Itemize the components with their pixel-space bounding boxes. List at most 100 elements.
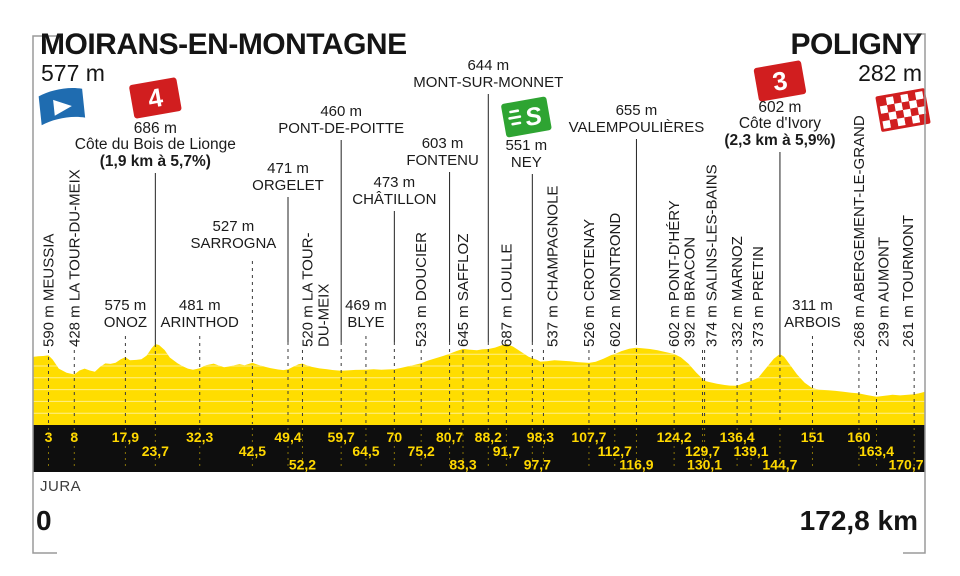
start-bracket: [32, 35, 57, 554]
waypoint-label: 537 m CHAMPAGNOLE: [544, 186, 561, 347]
waypoint-label: 392 m BRACON: [682, 237, 699, 347]
svg-text:S: S: [523, 101, 545, 132]
finish-bracket: [903, 33, 926, 554]
waypoint-loulle: 687 m LOULLE: [498, 244, 515, 468]
km-tick: 80,7: [436, 429, 463, 445]
climb-elevation: 686 m: [134, 120, 177, 137]
elevation-area: [33, 343, 925, 425]
waypoint-label: 373 m PRETIN: [750, 246, 767, 347]
waypoint-la-tour-du-meix: 520 m LA TOUR- DU-MEIX: [299, 233, 332, 468]
waypoint-label: 645 m SAFFLOZ: [455, 234, 472, 347]
km-tick: 170,7: [888, 457, 923, 473]
waypoint-elevation: 551 m: [505, 137, 547, 154]
km-tick: 91,7: [493, 443, 520, 459]
km-tick: 124,2: [657, 429, 692, 445]
waypoint-elevation: 575 m: [105, 297, 147, 314]
waypoint-aumont: 239 m AUMONT: [875, 237, 892, 468]
waypoint-name: BLYE: [347, 314, 384, 331]
km-tick: 163,4: [859, 443, 894, 459]
category-4-climb-icon: 4: [129, 77, 182, 119]
waypoint-pont-d-h-ry: 602 m PONT-D'HÉRY: [666, 200, 683, 468]
finish-town-title: POLIGNY: [790, 28, 922, 61]
waypoint-montrond: 602 m MONTROND: [607, 213, 624, 468]
waypoint-label: 590 m MEUSSIA: [40, 234, 57, 347]
km-ticks: 3 8 17,923,732,342,549,452,259,764,57075,2…: [45, 429, 924, 473]
km-tick: 17,9: [112, 429, 139, 445]
waypoint-label: 332 m MARNOZ: [729, 236, 746, 347]
km-tick: 151: [801, 429, 825, 445]
waypoint-label: 268 m ABERGEMENT-LE-GRAND: [851, 115, 868, 347]
category-3-climb-icon: 3: [753, 60, 807, 102]
climb-gradient: (1,9 km à 5,7%): [100, 153, 211, 170]
km-tick: 42,5: [239, 443, 266, 459]
waypoint-salins-les-bains: 374 m SALINS-LES-BAINS: [704, 164, 721, 468]
waypoint-name: FONTENU: [406, 152, 479, 169]
km-tick: 129,7: [685, 443, 720, 459]
km-tick: 32,3: [186, 429, 213, 445]
waypoint-elevation: 603 m: [422, 135, 464, 152]
waypoint-elevation: 481 m: [179, 297, 221, 314]
waypoint-pretin: 373 m PRETIN: [750, 246, 767, 468]
waypoint-name: ONOZ: [104, 314, 147, 331]
km-tick: 70: [387, 429, 403, 445]
waypoint-label: 428 m LA TOUR-DU-MEIX: [66, 169, 83, 347]
waypoint-crotenay: 526 m CROTENAY: [581, 219, 598, 468]
waypoint-tourmont: 261 m TOURMONT: [900, 215, 917, 468]
sprint-icon: S: [501, 96, 552, 138]
waypoint-name: PONT-DE-POITTE: [278, 120, 404, 137]
waypoint-meussia: 590 m MEUSSIA: [40, 234, 57, 468]
waypoint-elevation: 644 m: [467, 57, 509, 74]
waypoint-doucier: 523 m DOUCIER: [413, 232, 430, 468]
finish-town-elevation: 282 m: [858, 60, 922, 86]
km-tick: 160: [847, 429, 871, 445]
km-tick: 3: [45, 429, 53, 445]
start-town-elevation: 577 m: [41, 60, 105, 86]
waypoint-label: 523 m DOUCIER: [413, 232, 430, 347]
waypoint-champagnole: 537 m CHAMPAGNOLE: [542, 186, 561, 468]
waypoint-elevation: 527 m: [213, 218, 255, 235]
region-label: JURA: [40, 478, 82, 495]
start-town-title: MOIRANS-EN-MONTAGNE: [40, 28, 407, 61]
waypoint-label: 239 m AUMONT: [875, 237, 892, 347]
waypoint-elevation: 460 m: [320, 103, 362, 120]
waypoint-elevation: 311 m: [792, 297, 833, 314]
waypoint-name: SARROGNA: [190, 235, 276, 252]
waypoint-label: 602 m MONTROND: [607, 213, 624, 347]
start-flag-icon: [38, 88, 86, 126]
km-start-label: 0: [36, 505, 52, 536]
km-tick: 23,7: [142, 443, 169, 459]
waypoint-label: 602 m PONT-D'HÉRY: [666, 200, 683, 347]
waypoint-marnoz: 332 m MARNOZ: [729, 236, 746, 468]
waypoint-abergement-le-grand: 268 m ABERGEMENT-LE-GRAND: [851, 115, 868, 468]
svg-text:4: 4: [146, 82, 166, 114]
km-total-label: 172,8 km: [799, 505, 918, 536]
km-tick: 107,7: [571, 429, 606, 445]
km-tick: 88,2: [475, 429, 502, 445]
waypoint-elevation: 655 m: [616, 102, 658, 119]
waypoint-name: ORGELET: [252, 177, 324, 194]
climb-name: Côte d'Ivory: [739, 115, 821, 132]
waypoint-name: MONT-SUR-MONNET: [413, 74, 563, 91]
waypoint-name: ARINTHOD: [161, 314, 240, 331]
waypoint-name: NEY: [511, 154, 542, 171]
waypoint-name: CHÂTILLON: [352, 191, 436, 208]
km-tick: 112,7: [598, 443, 632, 459]
climb-gradient: (2,3 km à 5,9%): [724, 132, 835, 149]
km-band: [33, 425, 925, 472]
route-end-icons: [38, 88, 931, 132]
waypoint-label: 374 m SALINS-LES-BAINS: [704, 164, 721, 347]
km-tick: 98,3: [527, 429, 554, 445]
waypoint-label: DU-MEIX: [315, 284, 332, 347]
waypoint-label: 520 m LA TOUR-: [299, 233, 316, 348]
